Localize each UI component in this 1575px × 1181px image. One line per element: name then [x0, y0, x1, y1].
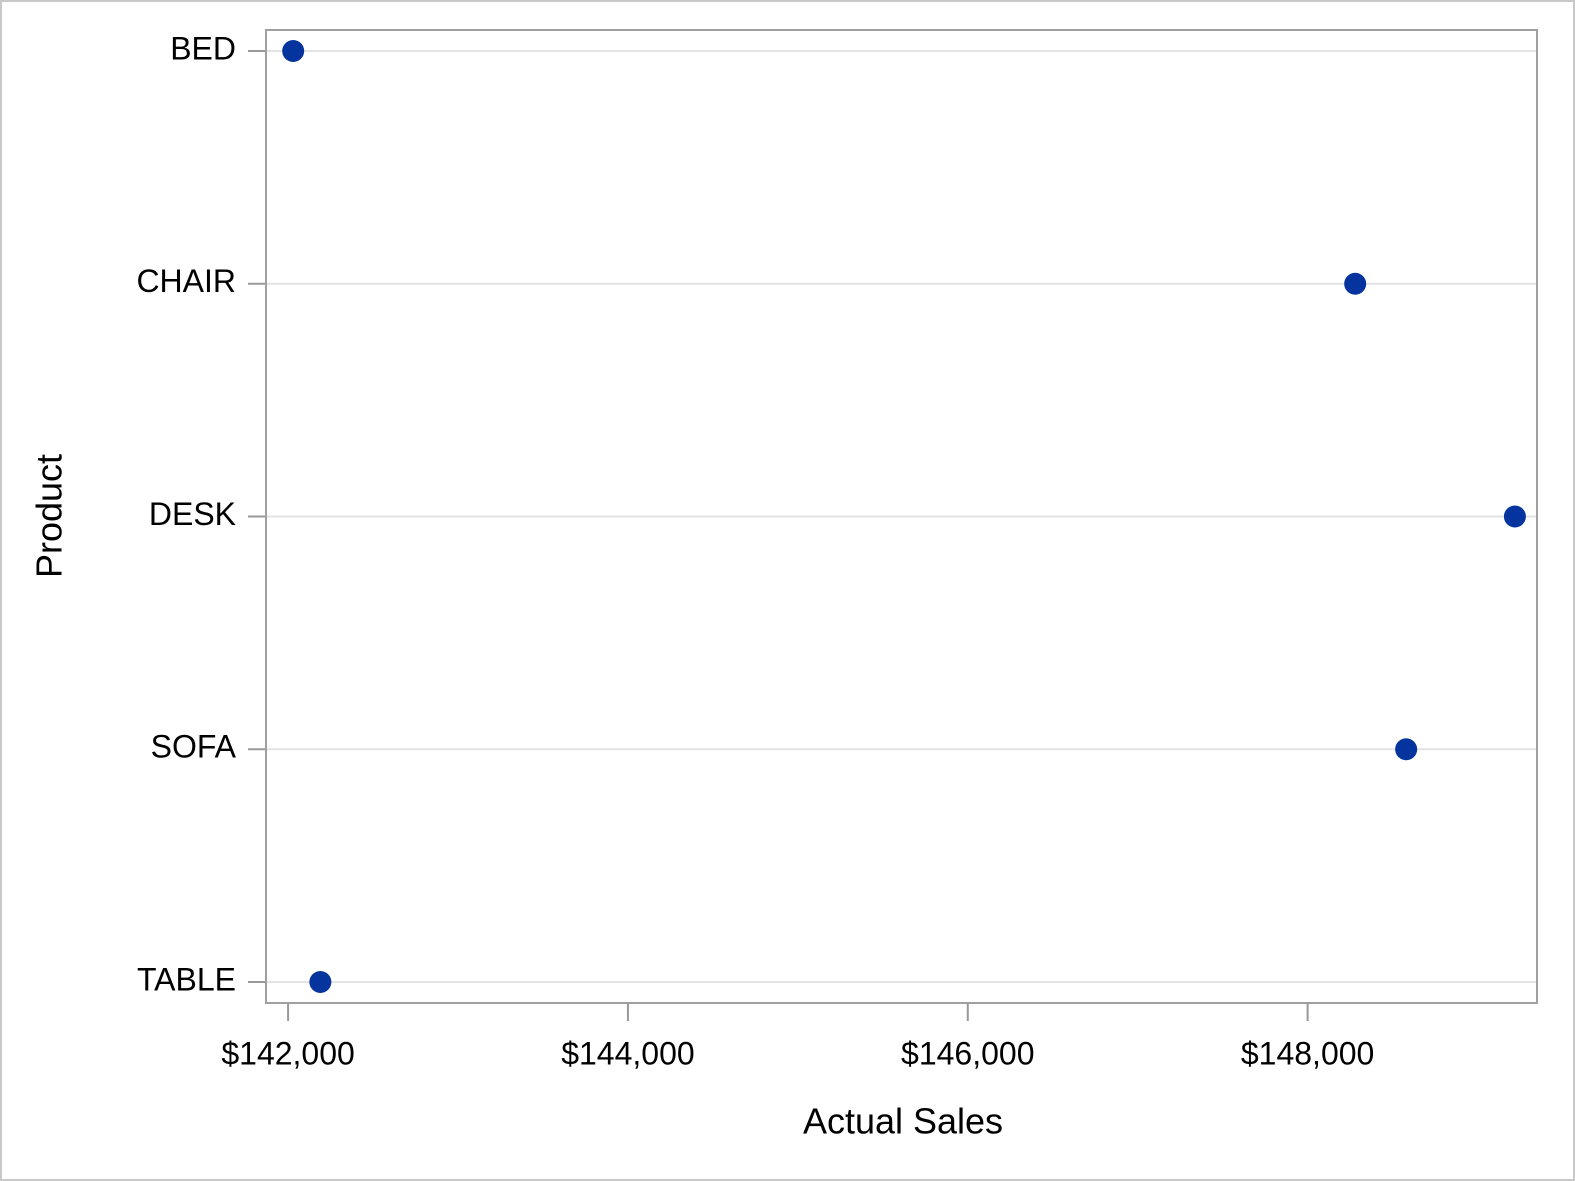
- plot-frame: [265, 29, 1538, 1004]
- dot: [1395, 738, 1418, 761]
- dot: [309, 971, 332, 993]
- y-tick-label: BED: [170, 30, 236, 66]
- x-tick-label: $148,000: [1241, 1035, 1374, 1071]
- x-tick-label: $142,000: [221, 1035, 354, 1071]
- dot: [282, 40, 305, 62]
- y-axis-label: Product: [29, 454, 70, 578]
- y-tick-label: CHAIR: [136, 263, 236, 299]
- x-tick-label: $146,000: [901, 1035, 1034, 1071]
- x-tick-label: $144,000: [561, 1035, 694, 1071]
- y-tick-label: TABLE: [137, 961, 236, 997]
- dot: [1503, 505, 1526, 528]
- y-tick-label: DESK: [149, 496, 236, 532]
- dot: [1344, 272, 1367, 295]
- x-axis-label: Actual Sales: [803, 1101, 1003, 1142]
- y-tick-label: SOFA: [151, 729, 237, 765]
